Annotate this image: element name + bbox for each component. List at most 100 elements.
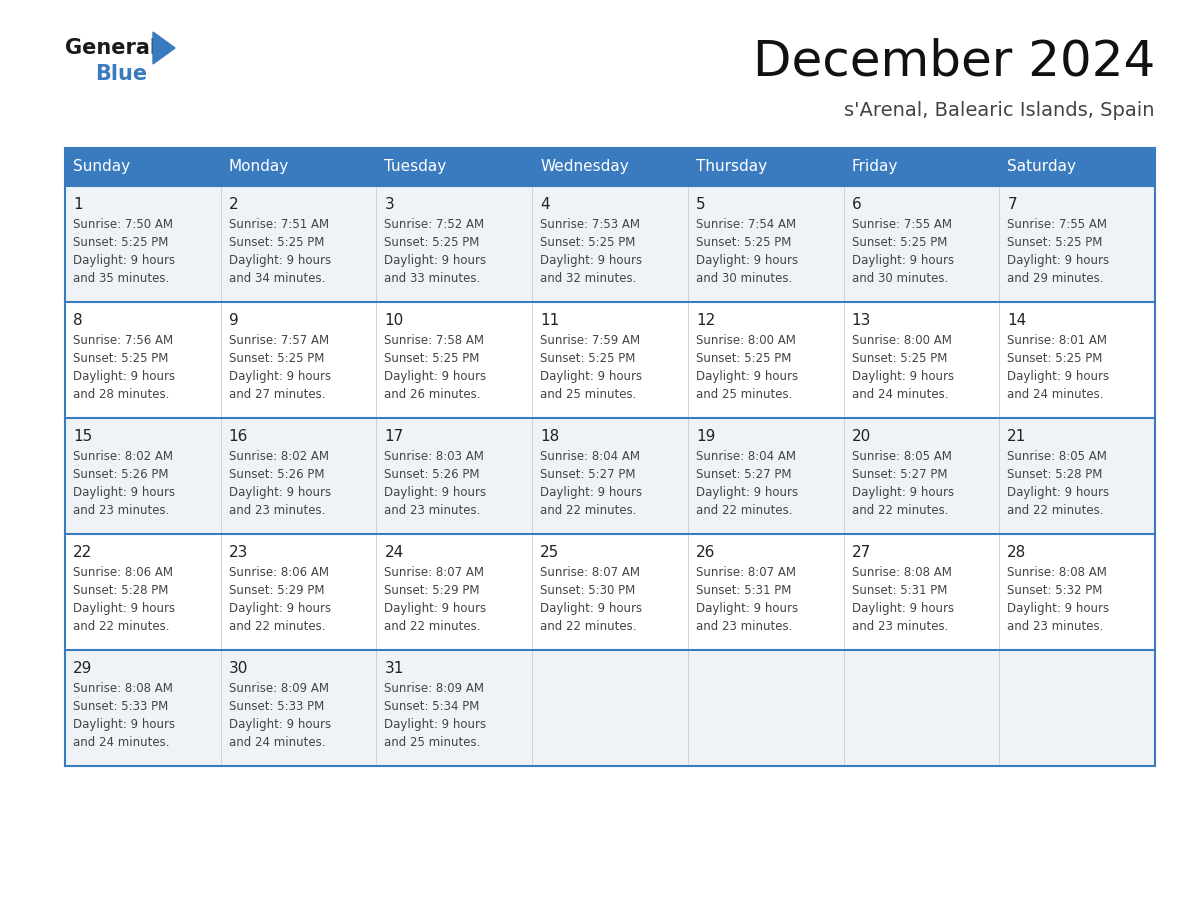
Text: Sunrise: 8:01 AM: Sunrise: 8:01 AM	[1007, 334, 1107, 347]
Text: 26: 26	[696, 545, 715, 560]
Text: and 22 minutes.: and 22 minutes.	[229, 620, 326, 633]
Text: Daylight: 9 hours: Daylight: 9 hours	[541, 486, 643, 499]
Text: Daylight: 9 hours: Daylight: 9 hours	[541, 370, 643, 383]
Text: Daylight: 9 hours: Daylight: 9 hours	[385, 718, 487, 731]
Text: 25: 25	[541, 545, 560, 560]
Bar	[999, 148, 1155, 186]
Bar	[65, 186, 1155, 302]
Text: and 25 minutes.: and 25 minutes.	[385, 736, 481, 749]
Bar	[377, 148, 532, 186]
Text: 4: 4	[541, 197, 550, 212]
Text: 15: 15	[72, 429, 93, 444]
Text: and 35 minutes.: and 35 minutes.	[72, 272, 169, 285]
Bar	[221, 148, 377, 186]
Text: Tuesday: Tuesday	[385, 160, 447, 174]
Text: 22: 22	[72, 545, 93, 560]
Text: Sunrise: 8:08 AM: Sunrise: 8:08 AM	[72, 682, 173, 695]
Text: Sunset: 5:25 PM: Sunset: 5:25 PM	[229, 236, 324, 249]
Bar	[65, 302, 1155, 418]
Text: Sunrise: 7:51 AM: Sunrise: 7:51 AM	[229, 218, 329, 231]
Text: Daylight: 9 hours: Daylight: 9 hours	[1007, 486, 1110, 499]
Text: Sunset: 5:25 PM: Sunset: 5:25 PM	[541, 236, 636, 249]
Text: Sunrise: 8:07 AM: Sunrise: 8:07 AM	[696, 566, 796, 579]
Text: Daylight: 9 hours: Daylight: 9 hours	[72, 602, 175, 615]
Text: Daylight: 9 hours: Daylight: 9 hours	[385, 254, 487, 267]
Text: Sunset: 5:25 PM: Sunset: 5:25 PM	[541, 352, 636, 365]
Text: Daylight: 9 hours: Daylight: 9 hours	[852, 254, 954, 267]
Text: Daylight: 9 hours: Daylight: 9 hours	[229, 718, 330, 731]
Text: Sunrise: 8:05 AM: Sunrise: 8:05 AM	[1007, 450, 1107, 463]
Text: Sunrise: 8:06 AM: Sunrise: 8:06 AM	[72, 566, 173, 579]
Text: 20: 20	[852, 429, 871, 444]
Text: Sunset: 5:25 PM: Sunset: 5:25 PM	[72, 352, 169, 365]
Text: Sunset: 5:25 PM: Sunset: 5:25 PM	[1007, 352, 1102, 365]
Text: Sunset: 5:27 PM: Sunset: 5:27 PM	[696, 468, 791, 481]
Text: Sunset: 5:28 PM: Sunset: 5:28 PM	[1007, 468, 1102, 481]
Text: Sunrise: 8:02 AM: Sunrise: 8:02 AM	[229, 450, 329, 463]
Text: Blue: Blue	[95, 64, 147, 84]
Text: Sunset: 5:34 PM: Sunset: 5:34 PM	[385, 700, 480, 713]
Text: Sunrise: 7:57 AM: Sunrise: 7:57 AM	[229, 334, 329, 347]
Text: and 24 minutes.: and 24 minutes.	[72, 736, 170, 749]
Text: Daylight: 9 hours: Daylight: 9 hours	[696, 370, 798, 383]
Text: and 23 minutes.: and 23 minutes.	[385, 504, 481, 517]
Text: Sunset: 5:27 PM: Sunset: 5:27 PM	[541, 468, 636, 481]
Text: 13: 13	[852, 313, 871, 328]
Text: 23: 23	[229, 545, 248, 560]
Text: Sunset: 5:25 PM: Sunset: 5:25 PM	[1007, 236, 1102, 249]
Text: 21: 21	[1007, 429, 1026, 444]
Text: Sunrise: 8:04 AM: Sunrise: 8:04 AM	[541, 450, 640, 463]
Text: and 23 minutes.: and 23 minutes.	[852, 620, 948, 633]
Text: Daylight: 9 hours: Daylight: 9 hours	[72, 718, 175, 731]
Text: 7: 7	[1007, 197, 1017, 212]
Text: and 27 minutes.: and 27 minutes.	[229, 388, 326, 401]
Text: 3: 3	[385, 197, 394, 212]
Text: and 32 minutes.: and 32 minutes.	[541, 272, 637, 285]
Text: and 28 minutes.: and 28 minutes.	[72, 388, 170, 401]
Text: Sunset: 5:25 PM: Sunset: 5:25 PM	[696, 352, 791, 365]
Text: Sunday: Sunday	[72, 160, 131, 174]
Text: 31: 31	[385, 661, 404, 676]
Text: Daylight: 9 hours: Daylight: 9 hours	[696, 254, 798, 267]
Text: Daylight: 9 hours: Daylight: 9 hours	[72, 486, 175, 499]
Text: and 24 minutes.: and 24 minutes.	[229, 736, 326, 749]
Text: Sunset: 5:29 PM: Sunset: 5:29 PM	[385, 584, 480, 597]
Text: 29: 29	[72, 661, 93, 676]
Text: 2: 2	[229, 197, 239, 212]
Text: 27: 27	[852, 545, 871, 560]
Text: Daylight: 9 hours: Daylight: 9 hours	[541, 254, 643, 267]
Text: and 34 minutes.: and 34 minutes.	[229, 272, 326, 285]
Text: Sunset: 5:25 PM: Sunset: 5:25 PM	[72, 236, 169, 249]
Text: and 30 minutes.: and 30 minutes.	[696, 272, 792, 285]
Bar	[65, 418, 1155, 534]
Text: and 22 minutes.: and 22 minutes.	[696, 504, 792, 517]
Text: Sunset: 5:28 PM: Sunset: 5:28 PM	[72, 584, 169, 597]
Text: Sunrise: 7:53 AM: Sunrise: 7:53 AM	[541, 218, 640, 231]
Text: and 24 minutes.: and 24 minutes.	[1007, 388, 1104, 401]
Text: and 23 minutes.: and 23 minutes.	[1007, 620, 1104, 633]
Text: Sunrise: 8:07 AM: Sunrise: 8:07 AM	[541, 566, 640, 579]
Text: Sunrise: 8:03 AM: Sunrise: 8:03 AM	[385, 450, 485, 463]
Text: Daylight: 9 hours: Daylight: 9 hours	[852, 602, 954, 615]
Bar	[65, 650, 1155, 766]
Text: 1: 1	[72, 197, 83, 212]
Text: Sunrise: 8:06 AM: Sunrise: 8:06 AM	[229, 566, 329, 579]
Text: Sunrise: 8:08 AM: Sunrise: 8:08 AM	[1007, 566, 1107, 579]
Text: Sunrise: 8:09 AM: Sunrise: 8:09 AM	[229, 682, 329, 695]
Text: Sunrise: 8:07 AM: Sunrise: 8:07 AM	[385, 566, 485, 579]
Text: 10: 10	[385, 313, 404, 328]
Text: Sunset: 5:31 PM: Sunset: 5:31 PM	[852, 584, 947, 597]
Bar	[532, 148, 688, 186]
Text: 28: 28	[1007, 545, 1026, 560]
Text: Sunset: 5:25 PM: Sunset: 5:25 PM	[385, 352, 480, 365]
Text: Sunrise: 8:02 AM: Sunrise: 8:02 AM	[72, 450, 173, 463]
Text: Sunset: 5:31 PM: Sunset: 5:31 PM	[696, 584, 791, 597]
Text: 12: 12	[696, 313, 715, 328]
Text: and 22 minutes.: and 22 minutes.	[1007, 504, 1104, 517]
Text: and 25 minutes.: and 25 minutes.	[541, 388, 637, 401]
Text: Sunset: 5:25 PM: Sunset: 5:25 PM	[852, 352, 947, 365]
Text: Sunrise: 8:05 AM: Sunrise: 8:05 AM	[852, 450, 952, 463]
Text: Sunrise: 8:04 AM: Sunrise: 8:04 AM	[696, 450, 796, 463]
Text: Daylight: 9 hours: Daylight: 9 hours	[72, 254, 175, 267]
Text: Sunrise: 7:55 AM: Sunrise: 7:55 AM	[852, 218, 952, 231]
